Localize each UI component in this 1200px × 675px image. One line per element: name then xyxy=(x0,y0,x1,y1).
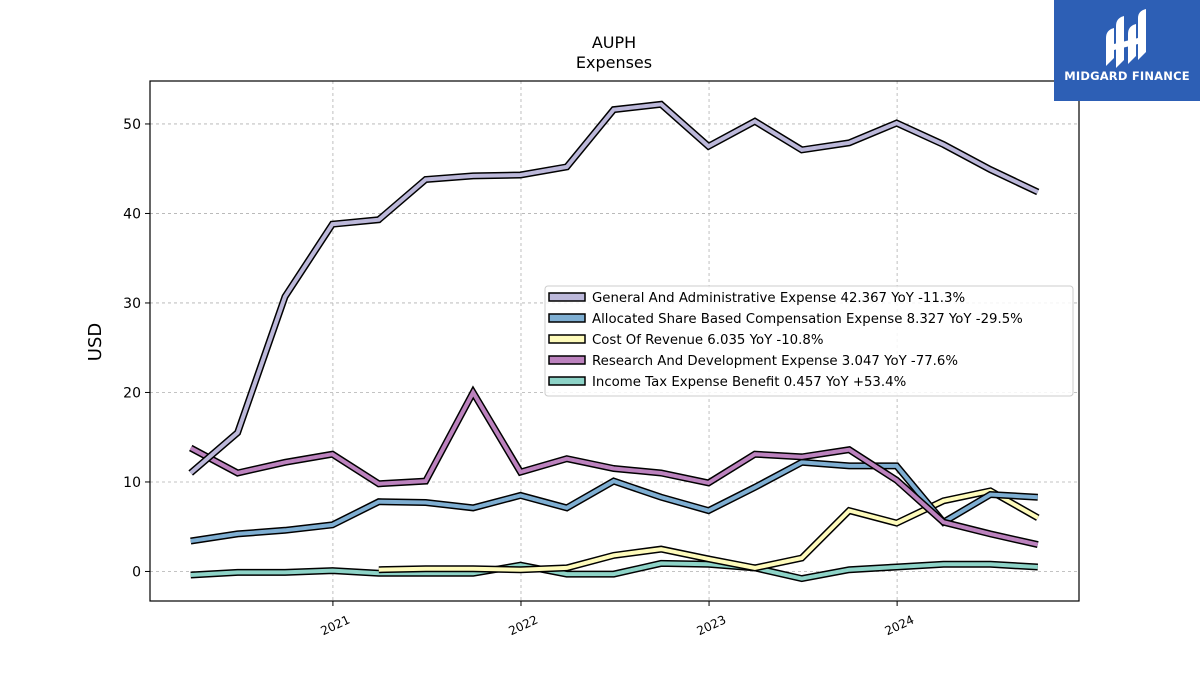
legend-swatch xyxy=(548,376,586,386)
y-tick-label: 10 xyxy=(123,475,141,491)
series-outline xyxy=(190,458,1038,545)
series-income-tax-expense-benefit xyxy=(190,559,1038,583)
chart-title: AUPH xyxy=(592,33,636,52)
legend-label: General And Administrative Expense 42.36… xyxy=(592,291,965,306)
chart-subtitle: Expenses xyxy=(576,53,652,72)
series-allocated-share-based-compensation-expense xyxy=(190,458,1038,545)
plot-frame xyxy=(149,80,1080,602)
x-tick-label: 2023 xyxy=(695,613,729,639)
legend: General And Administrative Expense 42.36… xyxy=(544,285,1074,397)
legend-item: Cost Of Revenue 6.035 YoY -10.8% xyxy=(548,333,823,348)
series-cost-of-revenue xyxy=(378,487,1040,574)
brand-logo: MIDGARD FINANCE xyxy=(1054,0,1200,101)
series-line xyxy=(189,102,1039,475)
legend-swatch xyxy=(548,355,586,365)
series-general-and-administrative-expense xyxy=(188,100,1040,476)
series-line xyxy=(189,388,1039,547)
y-axis-label: USD xyxy=(85,323,106,361)
legend-label: Allocated Share Based Compensation Expen… xyxy=(592,312,1023,327)
legend-swatch xyxy=(548,292,586,302)
legend-box xyxy=(544,285,1074,397)
brand-name: MIDGARD FINANCE xyxy=(1064,69,1190,83)
series-line xyxy=(190,561,1038,581)
legend-item: Income Tax Expense Benefit 0.457 YoY +53… xyxy=(548,375,906,390)
y-tick-label: 0 xyxy=(132,564,141,580)
y-tick-label: 40 xyxy=(123,206,141,222)
legend-swatch xyxy=(548,334,586,344)
x-tick-label: 2024 xyxy=(883,613,917,639)
midgard-logo-icon xyxy=(1106,9,1146,68)
legend-item: Research And Development Expense 3.047 Y… xyxy=(548,354,958,369)
series-line xyxy=(378,488,1039,572)
y-tick-label: 20 xyxy=(123,385,141,401)
series-research-and-development-expense xyxy=(189,385,1039,549)
y-tick-label: 50 xyxy=(123,117,141,133)
y-axis-ticks: 0 10 20 30 40 50 xyxy=(123,117,150,580)
legend-item: General And Administrative Expense 42.36… xyxy=(548,291,965,306)
legend-swatch xyxy=(548,313,586,323)
legend-label: Cost Of Revenue 6.035 YoY -10.8% xyxy=(592,333,823,348)
legend-label: Income Tax Expense Benefit 0.457 YoY +53… xyxy=(592,375,906,390)
series-line xyxy=(190,460,1038,543)
x-tick-label: 2022 xyxy=(506,613,540,639)
series-lines xyxy=(188,100,1040,583)
y-tick-label: 30 xyxy=(123,296,141,312)
legend-item: Allocated Share Based Compensation Expen… xyxy=(548,312,1023,327)
legend-label: Research And Development Expense 3.047 Y… xyxy=(592,354,958,369)
x-axis-ticks: 2021 2022 2023 2024 xyxy=(318,601,916,638)
x-tick-label: 2021 xyxy=(318,613,352,639)
